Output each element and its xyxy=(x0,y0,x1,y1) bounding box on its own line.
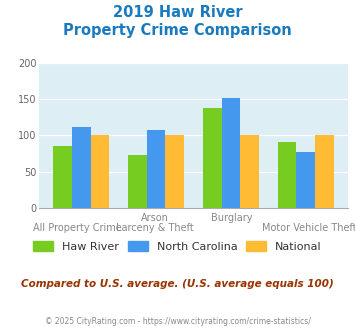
Bar xyxy=(222,98,240,208)
Bar xyxy=(72,127,91,208)
Text: 2019 Haw River: 2019 Haw River xyxy=(113,5,242,20)
Bar xyxy=(203,108,222,208)
Bar xyxy=(91,135,109,208)
Bar xyxy=(296,152,315,208)
Bar xyxy=(315,135,334,208)
Text: All Property Crime: All Property Crime xyxy=(33,223,122,233)
Bar xyxy=(147,130,165,208)
Text: Larceny & Theft: Larceny & Theft xyxy=(116,223,194,233)
Bar xyxy=(128,155,147,208)
Text: © 2025 CityRating.com - https://www.cityrating.com/crime-statistics/: © 2025 CityRating.com - https://www.city… xyxy=(45,317,310,326)
Text: Property Crime Comparison: Property Crime Comparison xyxy=(63,23,292,38)
Bar xyxy=(278,142,296,208)
Text: Burglary: Burglary xyxy=(211,213,253,223)
Text: Arson: Arson xyxy=(141,213,169,223)
Text: Motor Vehicle Theft: Motor Vehicle Theft xyxy=(262,223,355,233)
Bar xyxy=(165,135,184,208)
Legend: Haw River, North Carolina, National: Haw River, North Carolina, National xyxy=(29,237,326,256)
Text: Compared to U.S. average. (U.S. average equals 100): Compared to U.S. average. (U.S. average … xyxy=(21,279,334,289)
Bar xyxy=(240,135,259,208)
Bar xyxy=(53,146,72,208)
